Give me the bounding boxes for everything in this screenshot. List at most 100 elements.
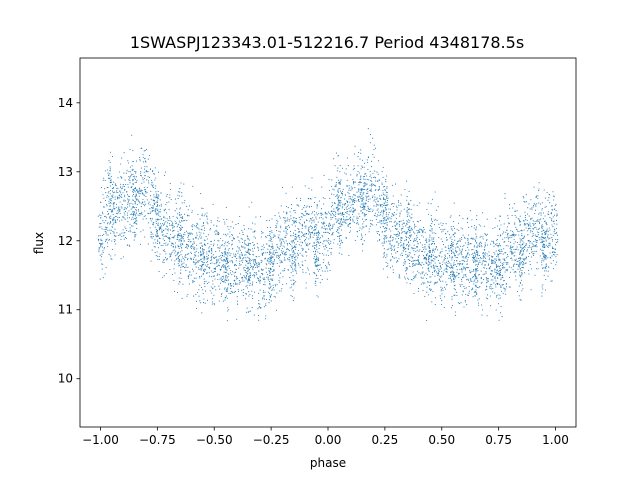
data-point xyxy=(230,226,232,228)
data-point xyxy=(335,152,337,154)
data-point xyxy=(258,280,260,282)
data-point xyxy=(500,285,502,287)
data-point xyxy=(244,243,246,245)
chart-title: 1SWASPJ123343.01-512216.7 Period 4348178… xyxy=(130,33,524,52)
data-point xyxy=(505,263,508,265)
data-point xyxy=(202,273,204,275)
data-point xyxy=(304,239,307,241)
data-point xyxy=(461,271,463,273)
data-point xyxy=(278,265,280,267)
data-point xyxy=(175,250,177,252)
data-point xyxy=(141,190,143,192)
data-point xyxy=(515,210,517,212)
data-point xyxy=(269,240,272,242)
data-point xyxy=(511,251,513,253)
data-point xyxy=(397,233,399,235)
data-point xyxy=(366,178,368,180)
data-point xyxy=(259,262,261,264)
data-point xyxy=(121,232,123,234)
data-point xyxy=(165,242,167,244)
data-point xyxy=(405,273,408,275)
data-point xyxy=(196,248,198,250)
data-point xyxy=(156,219,159,221)
data-point xyxy=(185,264,187,266)
data-point xyxy=(162,276,164,278)
data-point xyxy=(419,228,421,230)
data-point xyxy=(152,222,154,224)
data-point xyxy=(376,197,378,199)
data-point xyxy=(180,214,182,216)
data-point xyxy=(455,256,457,259)
data-point xyxy=(346,179,348,181)
data-point xyxy=(434,258,436,260)
data-point xyxy=(238,291,240,293)
data-point xyxy=(141,203,143,205)
data-point xyxy=(212,271,214,273)
data-point xyxy=(194,236,197,238)
data-point xyxy=(457,254,459,256)
data-point xyxy=(135,172,137,174)
data-point xyxy=(247,266,249,268)
data-point xyxy=(393,248,396,250)
data-point xyxy=(120,206,122,208)
data-point xyxy=(218,255,220,258)
data-point xyxy=(285,253,287,255)
data-point xyxy=(505,231,507,233)
data-point xyxy=(132,190,134,193)
data-point xyxy=(486,279,488,281)
data-point xyxy=(297,262,299,264)
data-point xyxy=(509,237,511,239)
data-point xyxy=(514,214,516,217)
data-point xyxy=(397,246,399,249)
data-point xyxy=(387,276,389,278)
data-point xyxy=(484,264,486,267)
data-point xyxy=(455,275,457,277)
data-point xyxy=(335,215,337,217)
data-point xyxy=(271,256,273,259)
data-point xyxy=(201,242,203,244)
data-point xyxy=(202,254,204,256)
data-point xyxy=(505,293,507,295)
data-point xyxy=(359,227,361,229)
data-point xyxy=(152,187,155,189)
data-point xyxy=(262,274,264,276)
data-point xyxy=(258,266,260,268)
data-point xyxy=(110,217,112,220)
data-point xyxy=(368,198,370,200)
data-point xyxy=(498,273,500,275)
data-point xyxy=(461,294,463,296)
data-point xyxy=(247,263,249,265)
data-point xyxy=(255,272,257,274)
data-point xyxy=(487,294,489,296)
data-point xyxy=(164,235,166,237)
data-point xyxy=(444,228,446,230)
data-point xyxy=(126,212,128,214)
data-point xyxy=(468,234,470,236)
data-point xyxy=(462,269,464,271)
data-point xyxy=(480,277,483,279)
data-point xyxy=(432,249,434,251)
data-point xyxy=(172,227,174,229)
data-point xyxy=(445,271,448,273)
data-point xyxy=(414,254,416,256)
data-point xyxy=(209,268,211,270)
data-point xyxy=(429,236,431,238)
data-point xyxy=(179,235,181,237)
data-point xyxy=(114,241,116,243)
data-point xyxy=(396,207,398,209)
data-point xyxy=(316,275,318,277)
data-point xyxy=(337,204,339,206)
data-point xyxy=(401,254,403,257)
data-point xyxy=(357,235,359,237)
data-point xyxy=(246,287,248,289)
data-point xyxy=(144,201,146,203)
data-point xyxy=(450,307,453,309)
data-point xyxy=(134,217,136,220)
data-point xyxy=(366,159,368,161)
data-point xyxy=(202,251,204,253)
data-point xyxy=(497,244,499,246)
data-point xyxy=(381,210,383,212)
data-point xyxy=(466,254,468,256)
data-point xyxy=(155,242,157,244)
data-point xyxy=(451,275,453,277)
